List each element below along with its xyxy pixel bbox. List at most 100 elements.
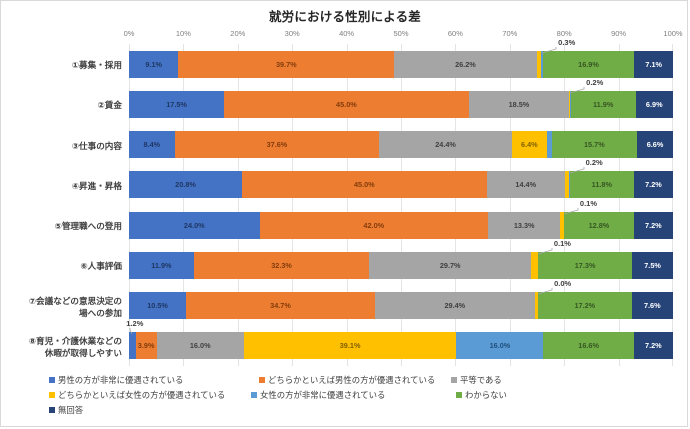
legend-item[interactable]: わからない bbox=[456, 388, 536, 403]
bar-segment[interactable]: 10.5% bbox=[129, 292, 187, 320]
bar-segment[interactable]: 16.6% bbox=[543, 332, 634, 360]
bar-segment[interactable] bbox=[540, 50, 543, 78]
bar-segment[interactable]: 7.2% bbox=[633, 171, 674, 199]
segment-value-label: 45.0% bbox=[336, 99, 357, 109]
legend-item[interactable]: どちらかといえば男性の方が優遇されている bbox=[259, 373, 451, 388]
x-tick-label: 100% bbox=[663, 29, 683, 38]
bar-segment[interactable]: 34.7% bbox=[186, 292, 375, 320]
bar-segment[interactable]: 26.2% bbox=[394, 50, 537, 78]
segment-value-label: 16.6% bbox=[578, 341, 599, 351]
callout-leader-line bbox=[568, 167, 586, 174]
legend-row: 男性の方が非常に優遇されている どちらかといえば男性の方が優遇されている 平等である bbox=[49, 373, 649, 388]
legend-item[interactable]: 無回答 bbox=[49, 403, 129, 418]
bar-segment[interactable]: 17.2% bbox=[538, 292, 632, 320]
bar-segment[interactable]: 11.9% bbox=[570, 90, 636, 118]
segment-value-label: 13.3% bbox=[513, 220, 535, 230]
callout-leader-line bbox=[128, 328, 134, 335]
bar-segment[interactable]: 11.8% bbox=[569, 171, 634, 199]
bar-segment[interactable]: 20.8% bbox=[129, 171, 243, 199]
chart-category-row: ①募集・採用 9.1% 39.7% 26.2% 16.9% 7.1% 0.3% bbox=[72, 38, 673, 84]
bar-segment[interactable]: 3.9% bbox=[135, 332, 157, 360]
bar-segment[interactable] bbox=[531, 251, 538, 279]
bar-segment[interactable] bbox=[537, 251, 539, 279]
bar-segment[interactable] bbox=[570, 90, 571, 118]
segment-callout-label: 0.1% bbox=[579, 198, 598, 208]
bar-segment[interactable]: 17.3% bbox=[538, 251, 633, 279]
bar-segment[interactable] bbox=[568, 171, 570, 199]
bar-segment[interactable]: 9.1% bbox=[129, 50, 179, 78]
bar-segment[interactable]: 16.0% bbox=[156, 332, 244, 360]
bar-segment[interactable] bbox=[546, 131, 552, 159]
bar-segment[interactable]: 7.5% bbox=[632, 251, 673, 279]
bar-segment[interactable]: 29.4% bbox=[374, 292, 535, 320]
segment-value-label: 7.2% bbox=[645, 180, 662, 190]
bar-segment[interactable]: 11.9% bbox=[129, 251, 194, 279]
bar-segment[interactable]: 7.1% bbox=[634, 50, 673, 78]
bar-segment[interactable]: 13.3% bbox=[488, 211, 561, 239]
bar-segment[interactable]: 29.7% bbox=[369, 251, 531, 279]
segment-value-label: 6.6% bbox=[646, 140, 664, 150]
bar-segment[interactable]: 14.4% bbox=[486, 171, 565, 199]
bar-segment[interactable] bbox=[569, 90, 571, 118]
bar-segment[interactable] bbox=[564, 171, 569, 199]
segment-value-label: 17.3% bbox=[574, 260, 596, 270]
bar-segment[interactable]: 6.6% bbox=[637, 131, 673, 159]
gridline bbox=[618, 44, 620, 366]
bar-segment[interactable]: 42.0% bbox=[259, 211, 489, 239]
x-tick-label: 70% bbox=[502, 29, 518, 38]
bar-segment[interactable]: 15.7% bbox=[551, 131, 638, 159]
stacked-bar: 11.9% 32.3% 29.7% 17.3% 7.5% bbox=[129, 251, 673, 279]
segment-value-label: 34.7% bbox=[270, 301, 291, 311]
legend-label: どちらかといえば女性の方が優遇されている bbox=[58, 390, 226, 400]
chart-legend: 男性の方が非常に優遇されている どちらかといえば男性の方が優遇されている 平等である… bbox=[49, 373, 649, 418]
bar-segment[interactable]: 7.6% bbox=[631, 292, 673, 320]
bar-segment[interactable]: 39.7% bbox=[178, 50, 395, 78]
bar-segment[interactable]: 24.4% bbox=[379, 131, 512, 159]
bar-segment[interactable] bbox=[536, 50, 541, 78]
bar-segment[interactable]: 16.0% bbox=[456, 332, 544, 360]
bar-segment[interactable]: 7.2% bbox=[633, 332, 673, 360]
bar-segment[interactable] bbox=[560, 211, 564, 239]
bar-segment[interactable]: 12.8% bbox=[564, 211, 634, 239]
bar-segment[interactable]: 24.0% bbox=[129, 211, 260, 239]
legend-item[interactable]: 平等である bbox=[451, 373, 531, 388]
bar-segment[interactable]: 18.5% bbox=[468, 90, 570, 118]
legend-item[interactable]: 男性の方が非常に優遇されている bbox=[49, 373, 259, 388]
stacked-bar: 3.9% 16.0% 39.1% 16.0% 16.6% 7.2% bbox=[129, 332, 673, 360]
gridline bbox=[237, 44, 239, 366]
x-tick-label: 10% bbox=[175, 29, 191, 38]
segment-value-label: 12.8% bbox=[588, 220, 610, 230]
bar-segment[interactable] bbox=[563, 211, 565, 239]
bar-segment[interactable]: 39.1% bbox=[243, 332, 457, 360]
segment-callout-label: 0.0% bbox=[554, 279, 572, 289]
legend-label: どちらかといえば男性の方が優遇されている bbox=[268, 375, 436, 385]
legend-item[interactable]: 女性の方が非常に優遇されている bbox=[251, 388, 456, 403]
bar-segment[interactable]: 45.0% bbox=[224, 90, 469, 118]
segment-value-label: 7.2% bbox=[645, 341, 662, 351]
bar-segment[interactable]: 6.9% bbox=[635, 90, 673, 118]
bar-segment[interactable]: 7.2% bbox=[633, 211, 673, 239]
x-tick-label: 80% bbox=[556, 29, 572, 38]
x-tick-label: 0% bbox=[123, 29, 135, 38]
x-tick-label: 30% bbox=[284, 29, 300, 38]
gridline bbox=[292, 44, 294, 366]
callout-leader-line bbox=[540, 46, 558, 54]
gridline bbox=[509, 44, 511, 366]
stacked-bar: 17.5% 45.0% 18.5% 11.9% 6.9% bbox=[129, 90, 673, 118]
bar-segment[interactable]: 45.0% bbox=[242, 171, 487, 199]
chart-category-row: ②賃金 17.5% 45.0% 18.5% 11.9% 6.9% 0.2% bbox=[98, 78, 673, 124]
bar-segment[interactable]: 37.6% bbox=[174, 131, 380, 159]
segment-value-label: 24.4% bbox=[435, 140, 456, 150]
bar-segment[interactable] bbox=[129, 332, 136, 360]
bar-segment[interactable]: 17.5% bbox=[129, 90, 225, 118]
bar-segment[interactable]: 32.3% bbox=[193, 251, 370, 279]
bar-segment[interactable]: 16.9% bbox=[542, 50, 635, 78]
segment-value-label: 7.6% bbox=[643, 301, 661, 311]
segment-value-label: 8.4% bbox=[143, 140, 161, 150]
segment-value-label: 16.0% bbox=[189, 341, 211, 351]
bar-segment[interactable]: 6.4% bbox=[511, 131, 547, 159]
stacked-bar: 20.8% 45.0% 14.4% 11.8% 7.2% bbox=[129, 171, 674, 199]
bar-segment[interactable]: 8.4% bbox=[129, 131, 175, 159]
legend-item[interactable]: どちらかといえば女性の方が優遇されている bbox=[49, 388, 251, 403]
bar-segment[interactable] bbox=[534, 292, 539, 320]
